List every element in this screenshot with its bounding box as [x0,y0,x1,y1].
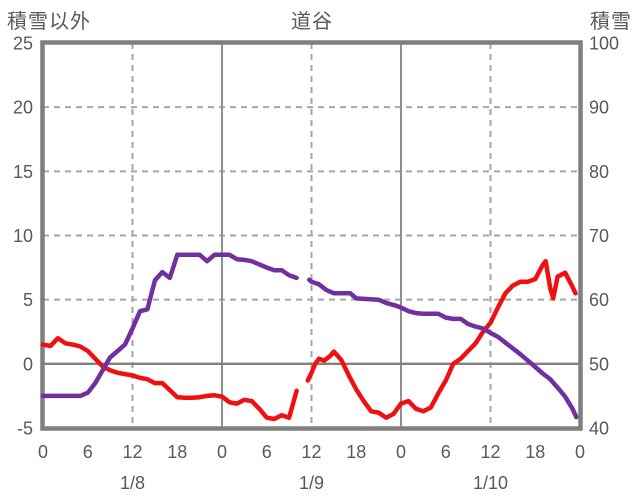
x-axis-date-label: 1/10 [473,473,508,493]
left-axis-tick-label: 0 [23,354,33,374]
x-axis-date-label: 1/8 [120,473,145,493]
left-axis-tick-label: 20 [13,98,33,118]
right-axis-tick-label: 50 [589,354,609,374]
x-axis-hour-label: 6 [262,442,272,462]
x-axis-hour-label: 6 [83,442,93,462]
series-line-red [40,335,299,422]
right-axis-title: 積雪 [590,11,632,33]
right-axis-tick-label: 80 [589,162,609,182]
left-axis-tick-label: -5 [17,419,33,439]
x-axis-hour-label: 0 [575,442,585,462]
plot-frame [40,40,583,431]
x-axis-hour-label: 6 [441,442,451,462]
series-line-red [305,258,578,420]
left-axis-title: 積雪以外 [7,11,91,33]
series-line-purple [307,277,579,420]
left-axis-tick-label: 15 [13,162,33,182]
x-axis-hour-label: 18 [346,442,366,462]
x-axis-date-label: 1/9 [299,473,324,493]
x-axis-hour-label: 18 [167,442,187,462]
chart-title: 道谷 [291,11,333,33]
right-axis-tick-label: 70 [589,226,609,246]
right-axis-tick-label: 100 [589,34,619,54]
x-axis-hour-label: 0 [396,442,406,462]
left-axis-tick-label: 25 [13,34,33,54]
left-axis-tick-label: 10 [13,226,33,246]
x-axis-hour-label: 12 [480,442,500,462]
x-axis-hour-label: 0 [38,442,48,462]
right-axis-tick-label: 40 [589,419,609,439]
x-axis-hour-label: 18 [525,442,545,462]
right-axis-tick-label: 90 [589,98,609,118]
left-axis-tick-label: 5 [23,290,33,310]
right-axis-tick-label: 60 [589,290,609,310]
x-axis-hour-label: 12 [122,442,142,462]
x-axis-hour-label: 0 [217,442,227,462]
x-axis-hour-label: 12 [301,442,321,462]
series-line-purple [40,252,299,399]
